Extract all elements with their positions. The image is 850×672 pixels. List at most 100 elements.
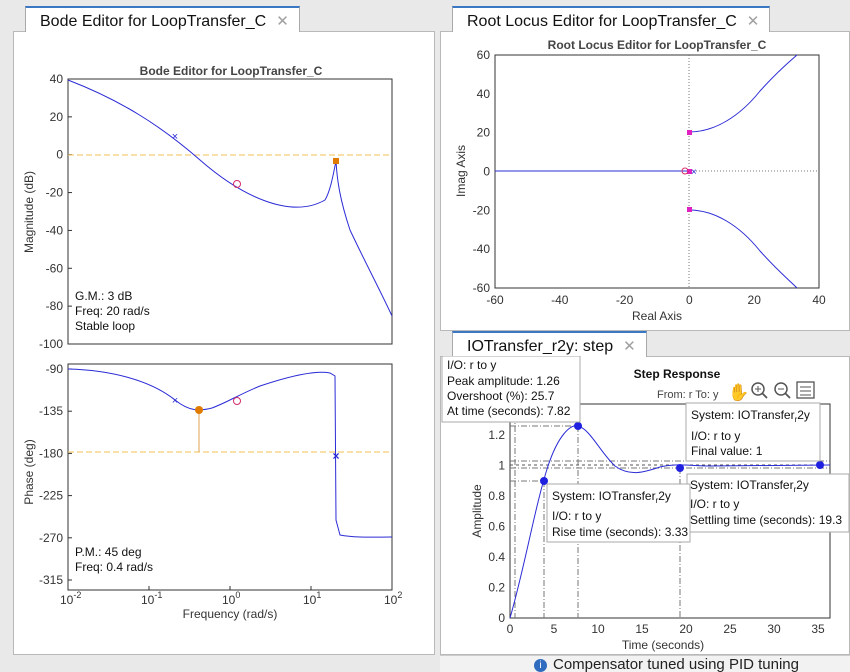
imag-axis-label: Imag Axis	[454, 145, 468, 197]
tab-step-label: IOTransfer_r2y: step	[467, 338, 614, 355]
imag-axis-tick-label: -60	[473, 281, 491, 295]
svg-text:Rise time (seconds): 3.33: Rise time (seconds): 3.33	[552, 525, 688, 539]
time-tick-label: 35	[811, 622, 825, 636]
zero-marker-icon[interactable]	[233, 180, 241, 188]
svg-text:Final value: 1: Final value: 1	[691, 444, 763, 458]
pole-marker-icon[interactable]: ×	[172, 395, 178, 407]
closed-loop-pole-icon[interactable]	[687, 169, 692, 174]
tab-root-locus-editor[interactable]: Root Locus Editor for LoopTransfer_C ✕	[452, 6, 771, 32]
time-tick-label: 0	[507, 622, 514, 636]
gain-margin-marker-icon[interactable]	[333, 158, 339, 164]
rise-time-marker-icon[interactable]	[540, 477, 548, 485]
final-value-datatip[interactable]: System: IOTransferr2y I/O: r to y Final …	[685, 402, 821, 462]
phase-tick-label: -135	[39, 404, 63, 418]
real-axis-tick-label: 40	[812, 293, 826, 307]
magnitude-tick-label: 0	[56, 148, 63, 162]
phase-tick-label: -225	[39, 489, 63, 503]
real-axis-tick-label: 20	[748, 293, 762, 307]
real-axis-label: Real Axis	[632, 309, 682, 323]
pole-marker-icon[interactable]: ×	[691, 167, 697, 178]
phase-tick-label: -180	[39, 446, 63, 460]
frequency-xlabel: Frequency (rad/s)	[183, 607, 278, 621]
phase-ylabel: Phase (deg)	[22, 439, 36, 504]
magnitude-curve	[67, 79, 393, 317]
tab-step-response[interactable]: IOTransfer_r2y: step ✕	[452, 331, 647, 357]
time-tick-label: 30	[767, 622, 781, 636]
step-response-curve	[509, 425, 831, 619]
time-tick-label: 10	[591, 622, 605, 636]
magnitude-tick-label: -60	[46, 261, 64, 275]
peak-marker-icon[interactable]	[574, 422, 582, 430]
real-axis-tick-label: -20	[616, 293, 634, 307]
amplitude-tick-label: 0	[498, 611, 505, 625]
svg-text:At time (seconds): 7.82: At time (seconds): 7.82	[447, 404, 571, 418]
amplitude-y-ticks: 1.2 1 0.8 0.6 0.4 0.2 0	[488, 428, 505, 625]
close-icon[interactable]: ✕	[276, 13, 289, 30]
magnitude-axes	[67, 78, 393, 345]
tab-root-locus-label: Root Locus Editor for LoopTransfer_C	[467, 13, 737, 30]
time-tick-label: 20	[679, 622, 693, 636]
frequency-tick-label: 100	[222, 590, 240, 607]
real-axis-tick-label: -40	[551, 293, 569, 307]
frequency-tick-label: 10-1	[141, 590, 162, 607]
amplitude-ylabel: Amplitude	[470, 484, 484, 538]
phase-margin-marker-icon[interactable]	[195, 406, 203, 414]
magnitude-tick-label: -40	[46, 223, 64, 237]
phase-tick-label: -270	[39, 531, 63, 545]
time-x-ticks: 0 5 10 15 20 25 30 35	[507, 622, 825, 636]
svg-text:Freq: 20 rad/s: Freq: 20 rad/s	[75, 304, 150, 318]
magnitude-tick-label: -80	[46, 299, 64, 313]
locus-branch-upper	[688, 54, 798, 133]
svg-text:System: IOTransferr2y: System: IOTransferr2y	[690, 478, 809, 494]
svg-text:I/O: r to y: I/O: r to y	[552, 509, 601, 523]
frequency-tick-label: 10-2	[60, 590, 81, 607]
svg-text:Peak amplitude: 1.26: Peak amplitude: 1.26	[447, 374, 560, 388]
settling-marker-icon[interactable]	[676, 464, 684, 472]
final-value-marker-icon[interactable]	[816, 461, 824, 469]
tab-bode-editor[interactable]: Bode Editor for LoopTransfer_C ✕	[25, 6, 300, 32]
pole-marker-icon[interactable]: ×	[172, 131, 178, 143]
time-tick-label: 5	[551, 622, 558, 636]
close-icon[interactable]: ✕	[746, 13, 760, 30]
close-icon[interactable]: ✕	[623, 338, 636, 355]
zero-marker-icon[interactable]	[233, 397, 241, 405]
closed-loop-pole-icon[interactable]	[687, 207, 692, 212]
rise-time-datatip[interactable]: System: IOTransferr2y I/O: r to y Rise t…	[546, 483, 691, 543]
zoom-out-icon[interactable]	[774, 382, 791, 399]
info-icon: i	[534, 659, 547, 672]
frequency-x-ticks: 10-2 10-1 100 101 102	[60, 586, 402, 607]
crossover-marker-icon[interactable]: ×	[332, 449, 339, 463]
pan-icon[interactable]: ✋	[728, 382, 749, 402]
real-axis-tick-label: -60	[486, 293, 504, 307]
real-axis-ticks: -60 -40 -20 0 20 40	[486, 293, 826, 307]
phase-curve	[67, 368, 393, 538]
svg-text:P.M.: 45 deg: P.M.: 45 deg	[75, 545, 142, 559]
amplitude-tick-label: 0.8	[488, 489, 505, 503]
amplitude-tick-label: 1.2	[488, 428, 505, 442]
root-locus-plot[interactable]: Root Locus Editor for LoopTransfer_C -60…	[440, 31, 850, 331]
svg-text:I/O: r to y: I/O: r to y	[447, 358, 496, 372]
settling-time-datatip[interactable]: System: IOTransferr2y I/O: r to y Settli…	[686, 473, 850, 533]
amplitude-tick-label: 0.4	[488, 550, 505, 564]
status-text: Compensator tuned using PID tuning	[553, 656, 799, 672]
svg-text:Overshoot (%): 25.7: Overshoot (%): 25.7	[447, 389, 555, 403]
legend-icon[interactable]	[796, 381, 815, 399]
peak-datatip[interactable]: I/O: r to y Peak amplitude: 1.26 Oversho…	[441, 356, 581, 423]
time-tick-label: 25	[723, 622, 737, 636]
magnitude-y-ticks: 40 20 0 -20 -40 -60 -80 -100	[39, 72, 72, 351]
step-title: Step Response	[634, 367, 721, 381]
amplitude-tick-label: 1	[498, 459, 505, 473]
time-tick-label: 15	[635, 622, 649, 636]
real-axis-tick-label: 0	[686, 293, 693, 307]
zero-marker-icon[interactable]	[681, 167, 689, 175]
phase-margin-text: P.M.: 45 deg Freq: 0.4 rad/s	[75, 545, 153, 574]
root-locus-title: Root Locus Editor for LoopTransfer_C	[548, 38, 767, 52]
bode-title: Bode Editor for LoopTransfer_C	[140, 64, 323, 78]
status-footer: i Compensator tuned using PID tuning	[440, 655, 850, 672]
bode-plot[interactable]: Bode Editor for LoopTransfer_C 40 20 0 -20 -…	[0, 0, 440, 655]
zoom-in-icon[interactable]	[751, 382, 768, 399]
svg-text:I/O: r to y: I/O: r to y	[690, 497, 739, 511]
phase-tick-label: -90	[46, 362, 64, 376]
closed-loop-pole-icon[interactable]	[687, 130, 692, 135]
step-response-plot[interactable]: Step Response From: r To: y ✋ 0 5 10 15 20 25…	[440, 356, 850, 655]
